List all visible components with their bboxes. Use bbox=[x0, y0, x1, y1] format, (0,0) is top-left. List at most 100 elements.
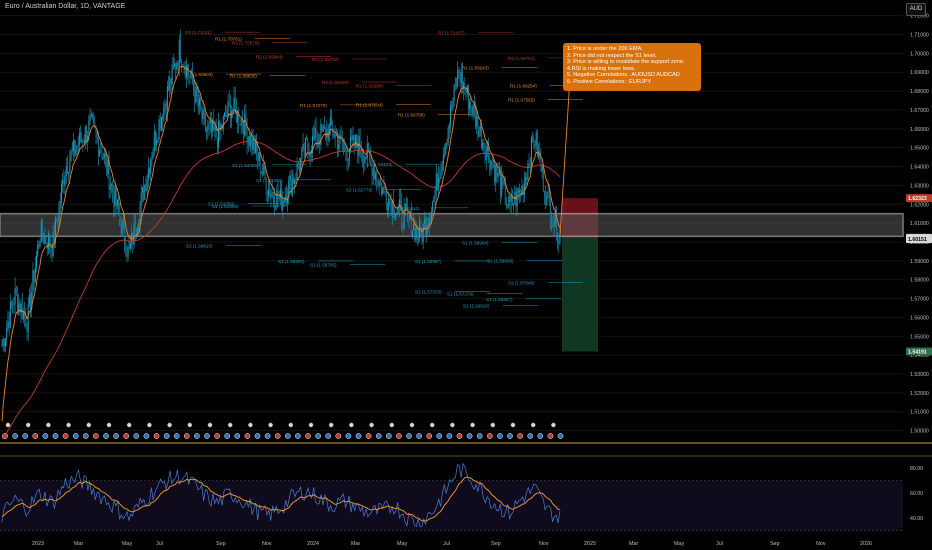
event-marker-icon[interactable] bbox=[375, 433, 382, 439]
candle-body bbox=[76, 146, 78, 150]
event-marker-icon[interactable] bbox=[52, 433, 59, 439]
event-marker-dot bbox=[62, 433, 69, 439]
candle-body bbox=[291, 179, 293, 195]
event-marker-icon[interactable] bbox=[426, 422, 435, 439]
event-marker-icon[interactable] bbox=[254, 433, 261, 439]
currency-button[interactable]: AUD bbox=[906, 3, 926, 16]
event-marker-icon[interactable] bbox=[183, 422, 193, 439]
event-marker-icon[interactable] bbox=[507, 422, 516, 439]
event-marker-flag bbox=[247, 422, 253, 428]
event-marker-icon[interactable] bbox=[204, 422, 213, 439]
event-marker-icon[interactable] bbox=[315, 433, 321, 439]
event-marker-icon[interactable] bbox=[295, 433, 301, 439]
event-marker-dot bbox=[476, 433, 483, 439]
candle-body bbox=[335, 133, 337, 136]
candle-body bbox=[97, 138, 99, 156]
candle-body bbox=[519, 190, 521, 193]
pivot-label: R1 (1.67565) bbox=[508, 97, 535, 102]
price-tick-label: 1.65000 bbox=[910, 146, 929, 152]
event-marker-icon[interactable] bbox=[466, 422, 475, 439]
event-marker-icon[interactable] bbox=[82, 422, 92, 439]
event-marker-icon[interactable] bbox=[537, 433, 544, 439]
candle-body bbox=[491, 160, 493, 166]
event-marker-icon[interactable] bbox=[406, 422, 415, 439]
event-marker-icon[interactable] bbox=[163, 422, 173, 439]
event-marker-icon[interactable] bbox=[123, 422, 132, 439]
event-marker-icon[interactable] bbox=[274, 433, 281, 439]
event-marker-icon[interactable] bbox=[143, 422, 152, 439]
candle-body bbox=[333, 135, 335, 138]
candle-body bbox=[195, 86, 197, 103]
event-marker-icon[interactable] bbox=[153, 433, 160, 439]
event-marker-icon[interactable] bbox=[456, 433, 463, 439]
event-marker-icon[interactable] bbox=[234, 433, 241, 439]
event-marker-icon[interactable] bbox=[436, 433, 443, 439]
event-marker-icon[interactable] bbox=[133, 433, 140, 439]
event-marker-dot bbox=[517, 433, 523, 439]
candle-body bbox=[114, 187, 116, 207]
rsi-tick-label: 60.00 bbox=[910, 491, 923, 497]
candle-body bbox=[350, 136, 352, 152]
event-marker-icon[interactable] bbox=[497, 433, 503, 439]
event-marker-flag bbox=[187, 422, 193, 428]
candle-body bbox=[119, 211, 121, 220]
event-marker-icon[interactable] bbox=[224, 422, 233, 439]
event-marker-icon[interactable] bbox=[396, 433, 402, 439]
event-marker-dot bbox=[295, 433, 301, 439]
event-marker-icon[interactable] bbox=[476, 433, 483, 439]
event-marker-icon[interactable] bbox=[42, 422, 51, 439]
event-marker-icon[interactable] bbox=[244, 422, 253, 439]
candle-body bbox=[166, 86, 168, 111]
event-marker-icon[interactable] bbox=[72, 433, 79, 439]
event-marker-icon[interactable] bbox=[345, 422, 354, 439]
pivot-label: S1 (1.58997) bbox=[415, 259, 442, 264]
event-marker-icon[interactable] bbox=[527, 422, 536, 439]
candle-body bbox=[415, 226, 417, 241]
candle-body bbox=[241, 118, 243, 126]
event-marker-icon[interactable] bbox=[416, 433, 422, 439]
event-marker-icon[interactable] bbox=[173, 433, 180, 439]
candle-body bbox=[503, 182, 505, 184]
event-marker-icon[interactable] bbox=[365, 422, 374, 439]
candle-body bbox=[300, 157, 302, 172]
candle-body bbox=[458, 70, 460, 75]
event-marker-icon[interactable] bbox=[325, 422, 334, 439]
event-marker-icon[interactable] bbox=[284, 422, 294, 439]
event-marker-icon[interactable] bbox=[264, 422, 273, 439]
event-marker-icon[interactable] bbox=[335, 433, 342, 439]
event-marker-icon[interactable] bbox=[355, 433, 362, 439]
event-marker-icon[interactable] bbox=[305, 422, 314, 439]
event-marker-icon[interactable] bbox=[22, 422, 31, 439]
event-marker-icon[interactable] bbox=[194, 433, 200, 439]
candle-body bbox=[441, 165, 443, 172]
candle-body bbox=[25, 315, 27, 327]
event-marker-icon[interactable] bbox=[93, 433, 99, 439]
event-marker-icon[interactable] bbox=[486, 422, 496, 439]
event-marker-icon[interactable] bbox=[2, 422, 11, 439]
event-marker-icon[interactable] bbox=[557, 433, 564, 439]
candle-body bbox=[212, 120, 214, 132]
candle-body bbox=[157, 140, 159, 141]
event-marker-icon[interactable] bbox=[113, 433, 119, 439]
event-marker-icon[interactable] bbox=[32, 433, 39, 439]
candle-body bbox=[478, 130, 480, 137]
event-marker-icon[interactable] bbox=[214, 433, 220, 439]
event-marker-icon[interactable] bbox=[446, 422, 455, 439]
time-axis[interactable]: 2023 Mar May Jul Sep Nov 2024 Mar May Jul Sep Nov 20… bbox=[32, 541, 872, 547]
candle-body bbox=[377, 180, 379, 186]
event-marker-icon[interactable] bbox=[517, 433, 523, 439]
candle-body bbox=[58, 203, 60, 221]
price-axis[interactable]: 1.72000 1.71000 1.70000 1.69000 1.68000 1.670… bbox=[910, 14, 929, 435]
event-markers[interactable] bbox=[2, 422, 564, 439]
event-marker-icon[interactable] bbox=[103, 422, 112, 439]
event-marker-icon[interactable] bbox=[547, 422, 556, 439]
event-marker-flag bbox=[86, 422, 92, 428]
event-marker-icon[interactable] bbox=[62, 422, 72, 439]
candle-body bbox=[486, 146, 488, 151]
event-marker-icon[interactable] bbox=[385, 422, 395, 439]
ema-200-line bbox=[1, 141, 561, 439]
candle-body bbox=[426, 225, 428, 235]
candle-body bbox=[33, 270, 35, 283]
candle-body bbox=[13, 303, 15, 306]
event-marker-icon[interactable] bbox=[12, 433, 18, 439]
